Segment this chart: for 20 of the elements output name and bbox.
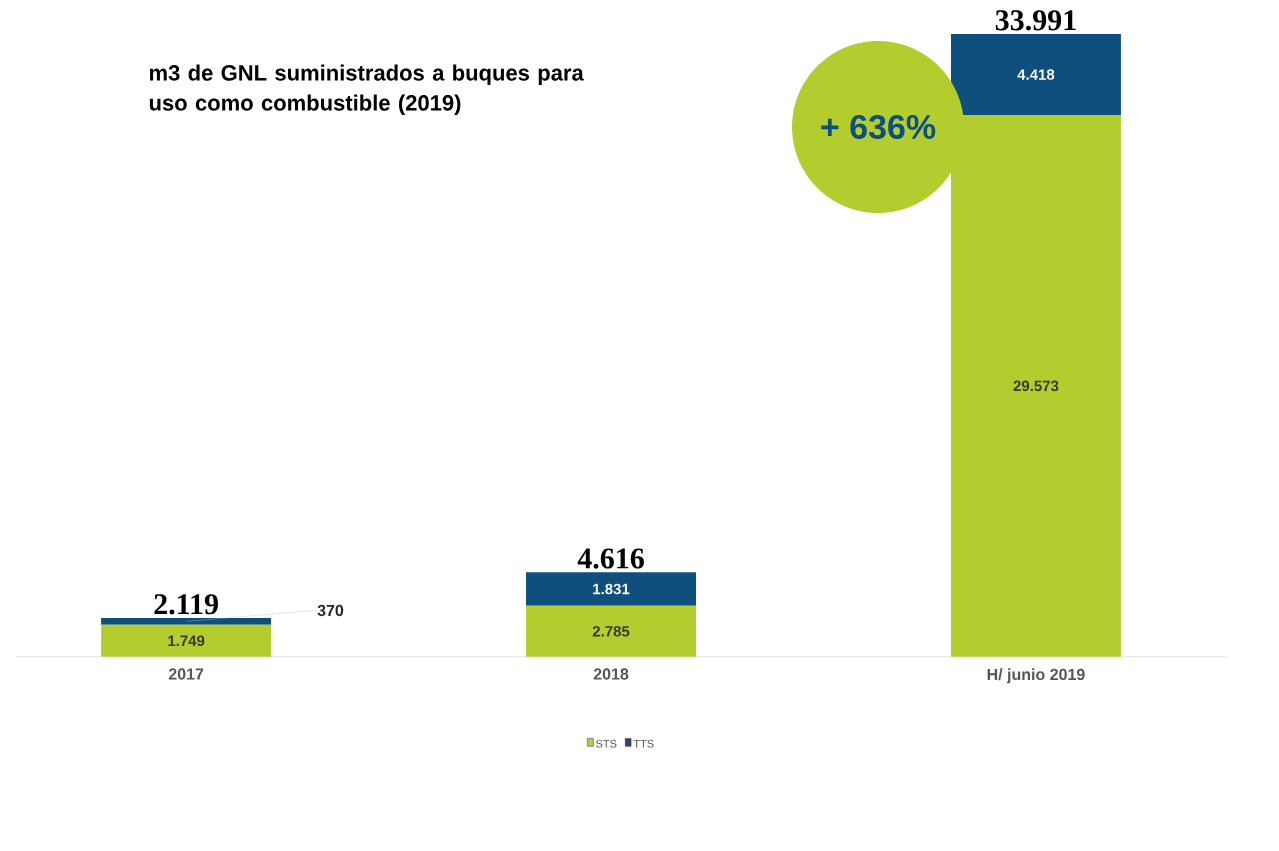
total-label: 33.991 xyxy=(995,10,1076,31)
legend-label: TTS xyxy=(633,739,654,748)
x-tick-label: 2018 xyxy=(593,668,629,680)
data-label: 370 xyxy=(317,604,344,617)
bar xyxy=(526,605,697,657)
data-label: 2.785 xyxy=(592,625,630,637)
x-tick-label: 2017 xyxy=(168,668,204,680)
data-label: 1.831 xyxy=(593,583,630,595)
bar xyxy=(101,617,272,625)
bar xyxy=(101,624,272,657)
text: m3 de GNL suministrados a buques para uso como combustible (2019) xyxy=(149,64,584,116)
x-tick-label: H/ junio 2019 xyxy=(987,668,1085,684)
bar xyxy=(526,572,697,606)
data-label: 1.749 xyxy=(168,635,205,647)
data-label: 4.418 xyxy=(1017,69,1055,80)
data-label: 29.573 xyxy=(1013,380,1059,392)
total-label: 4.616 xyxy=(577,548,644,569)
legend-label: STS xyxy=(596,739,617,748)
total-label: 2.119 xyxy=(154,594,218,615)
annotation: + 636% xyxy=(821,114,936,140)
